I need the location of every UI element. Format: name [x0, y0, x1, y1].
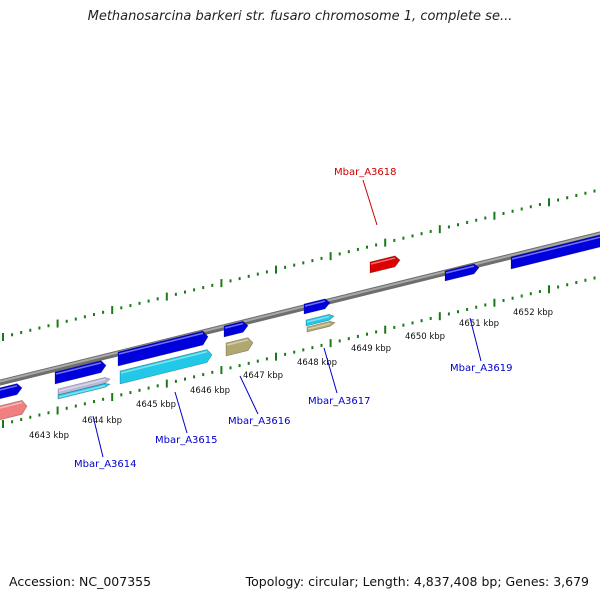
scale-label: 4652 kbp	[513, 308, 553, 318]
scale-label: 4643 kbp	[29, 431, 69, 441]
scale-label: 4645 kbp	[136, 400, 176, 410]
gene-labels: Mbar_A3618 Mbar_A3614 Mbar_A3615 Mbar_A3616…	[74, 167, 513, 470]
gene-feature[interactable]	[306, 321, 336, 333]
genome-stats-text: Topology: circular; Length: 4,837,408 bp…	[245, 574, 589, 589]
gene-leader-line	[174, 391, 188, 434]
gene-feature[interactable]	[54, 360, 107, 385]
scale-label: 4646 kbp	[190, 386, 230, 396]
gene-features	[0, 234, 600, 421]
gene-feature[interactable]	[303, 298, 331, 315]
gene-label[interactable]: Mbar_A3618	[334, 167, 397, 178]
scale-label: 4650 kbp	[405, 332, 445, 342]
scale-label: 4651 kbp	[459, 319, 499, 329]
gene-leader-line	[362, 179, 378, 226]
gene-feature[interactable]	[0, 400, 28, 421]
scale-labels: 4643 kbp 4644 kbp 4645 kbp 4646 kbp 4647 kbp…	[29, 308, 553, 441]
gene-feature[interactable]	[510, 234, 600, 270]
gene-feature[interactable]	[119, 349, 213, 385]
gene-label[interactable]: Mbar_A3616	[228, 416, 291, 427]
gene-leader-line	[92, 415, 104, 458]
gene-label[interactable]: Mbar_A3615	[155, 435, 218, 446]
scale-label: 4644 kbp	[82, 416, 122, 426]
outer-tick-track	[2, 189, 596, 341]
map-title: Methanosarcina barkeri str. fusaro chrom…	[87, 9, 513, 24]
gene-feature[interactable]	[57, 383, 111, 400]
gene-label[interactable]: Mbar_A3617	[308, 396, 371, 407]
gene-feature[interactable]	[223, 320, 249, 338]
gene-leader-line	[323, 347, 338, 394]
accession-text: Accession: NC_007355	[9, 574, 152, 589]
gene-feature[interactable]	[305, 314, 335, 327]
gene-feature[interactable]	[0, 383, 23, 400]
gene-feature[interactable]	[225, 337, 254, 357]
scale-label: 4648 kbp	[297, 358, 337, 368]
scale-label: 4647 kbp	[243, 371, 283, 381]
gene-feature[interactable]	[57, 377, 111, 396]
gene-label[interactable]: Mbar_A3619	[450, 363, 513, 374]
gene-feature[interactable]	[444, 263, 480, 282]
scale-label: 4649 kbp	[351, 344, 391, 354]
gene-label[interactable]: Mbar_A3614	[74, 459, 137, 470]
inner-tick-track	[2, 276, 596, 428]
gene-leader-line	[239, 375, 259, 415]
gene-feature[interactable]	[117, 330, 209, 367]
gene-leader-line	[469, 317, 482, 362]
chromosome-backbone	[0, 231, 600, 386]
gene-feature[interactable]	[369, 255, 401, 274]
